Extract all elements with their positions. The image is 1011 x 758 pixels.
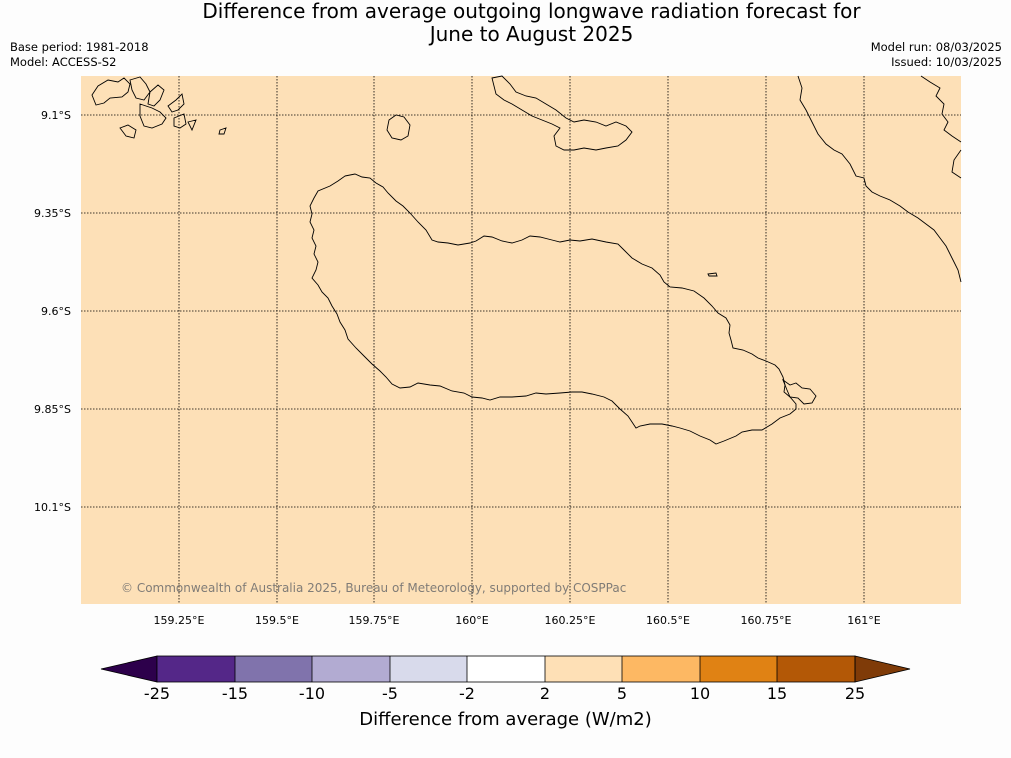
colorbar-label: Difference from average (W/m2) [359,709,652,730]
colorbar-tick: -5 [382,684,398,703]
lon-label: 159.5°E [255,614,299,627]
meta-right: Model run: 08/03/2025 Issued: 10/03/2025 [871,40,1002,70]
lon-labels: 159.25°E 159.5°E 159.75°E 160°E 160.25°E… [154,614,881,627]
lat-label: 9.6°S [41,305,71,318]
colorbar-ticks: -25 -15 -10 -5 -2 2 5 10 15 25 [144,684,865,703]
island-malaita-east [951,149,962,179]
issued-date: Issued: 10/03/2025 [891,55,1002,69]
colorbar-outline [156,655,856,683]
lon-label: 160.5°E [646,614,690,627]
colorbar-segment [622,656,700,682]
colorbar-segment [545,656,622,682]
colorbar: -25 -15 -10 -5 -2 2 5 10 15 25 [100,655,911,703]
colorbar-tick: -10 [299,684,325,703]
island-malaita [797,75,962,283]
colorbar-segment [467,656,545,682]
chart-title: Difference from average outgoing longwav… [0,0,1011,46]
lon-label: 159.75°E [349,614,400,627]
colorbar-dividers [234,656,778,682]
colorbar-tick: -15 [222,684,248,703]
colorbar-tick: 5 [617,684,627,703]
model-name: Model: ACCESS-S2 [10,55,117,69]
colorbar-segment [235,656,312,682]
colorbar-segment [390,656,467,682]
model-run: Model run: 08/03/2025 [870,40,1002,54]
colorbar-extend-low [100,655,158,683]
lon-label: 160.75°E [741,614,792,627]
islands-northwest [91,76,227,139]
colorbar-tick: 2 [540,684,550,703]
graticule [81,76,961,604]
colorbar-tick: -25 [144,684,170,703]
colorbar-tick: -2 [459,684,475,703]
lon-label: 159.25°E [154,614,205,627]
title-line-2: June to August 2025 [429,22,634,46]
colorbar-segment [777,656,855,682]
lon-label: 160.25°E [545,614,596,627]
island-small-east [707,272,718,277]
lat-labels: 9.1°S 9.35°S 9.6°S 9.85°S 10.1°S [34,109,71,514]
island-guadalcanal [309,173,797,445]
lon-label: 160°E [455,614,488,627]
lon-label: 161°E [847,614,880,627]
title-line-1: Difference from average outgoing longwav… [202,0,861,23]
colorbar-tick: 10 [690,684,710,703]
island-small-round [386,114,411,141]
colorbar-tick: 15 [767,684,787,703]
copyright-notice: © Commonwealth of Australia 2025, Bureau… [121,581,626,595]
island-malaita-north [920,75,962,143]
colorbar-segment [157,656,235,682]
island-small-se [782,378,817,405]
islands-florida [491,75,633,151]
base-period: Base period: 1981-2018 [10,40,149,54]
lat-label: 9.85°S [34,403,71,416]
lat-label: 9.1°S [41,109,71,122]
colorbar-segment [700,656,777,682]
colorbar-segment [312,656,390,682]
meta-left: Base period: 1981-2018 Model: ACCESS-S2 [10,40,149,70]
colorbar-tick: 25 [845,684,865,703]
lat-label: 10.1°S [34,501,71,514]
map-panel [81,76,961,604]
colorbar-extend-high [854,655,911,683]
coastlines [91,75,962,445]
lat-label: 9.35°S [34,207,71,220]
